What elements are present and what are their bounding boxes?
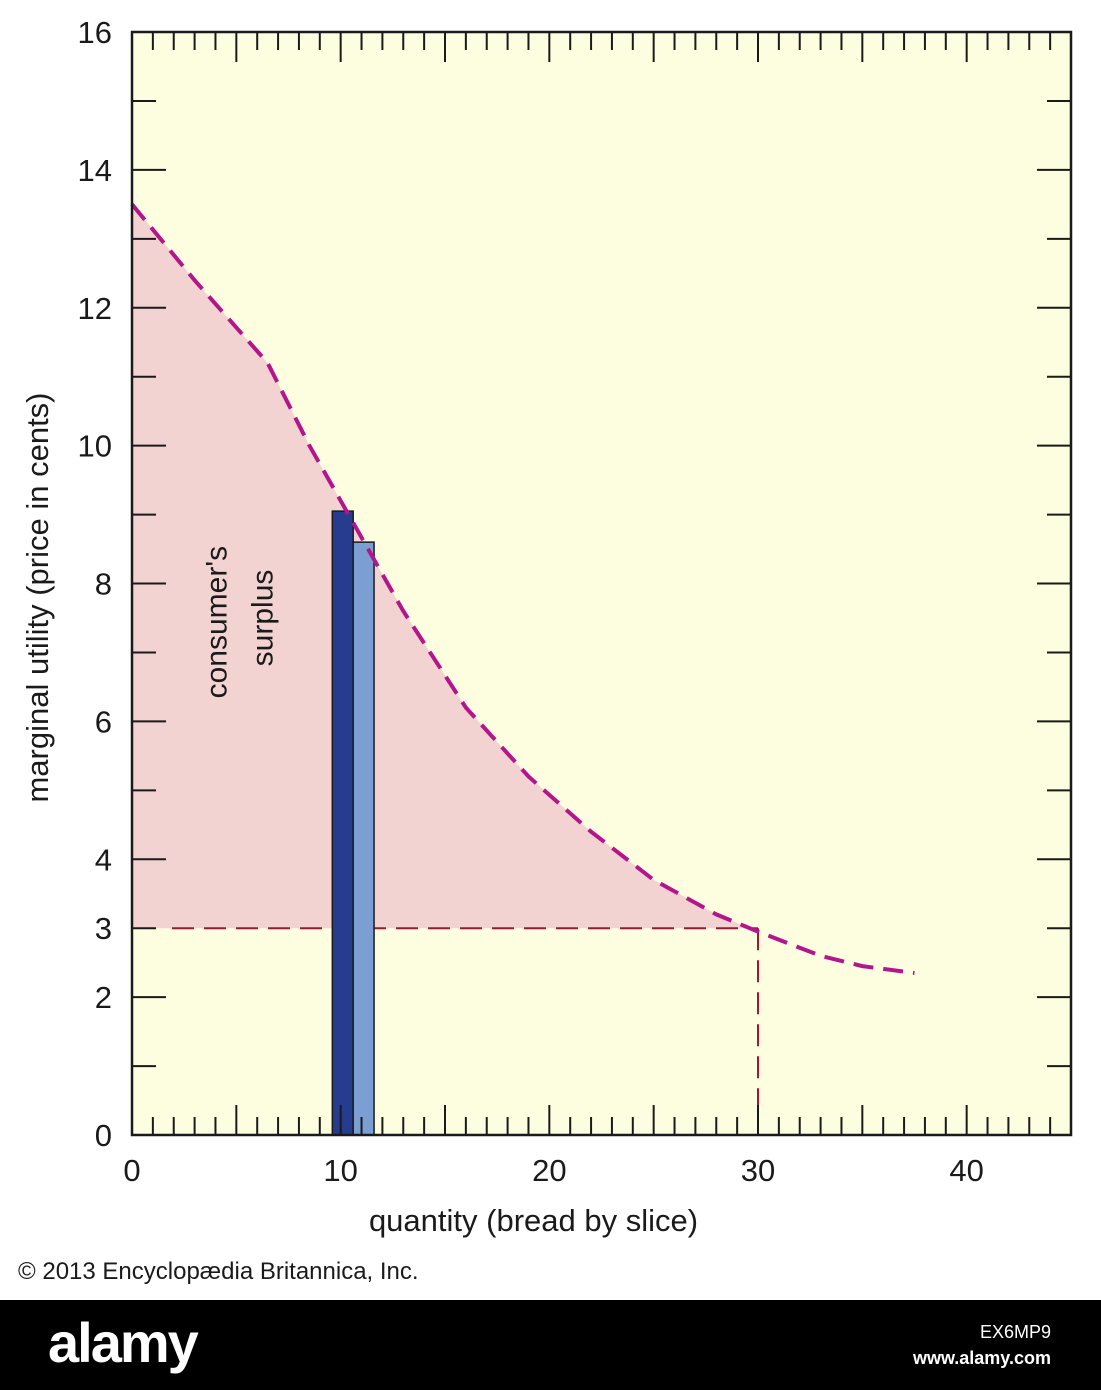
footer-bar: alamy EX6MP9 www.alamy.com [0, 1300, 1101, 1390]
x-tick-label: 30 [741, 1153, 775, 1188]
y-tick-label: 12 [78, 291, 112, 326]
x-tick-label: 10 [323, 1153, 357, 1188]
bar-1 [352, 541, 375, 1136]
surplus-annotation: consumer's surplus [200, 538, 279, 699]
x-tick-label: 0 [123, 1153, 140, 1188]
chart: 0 10 20 30 40 0 2 3 4 6 8 10 12 14 16 quantity (bread … [20, 15, 1073, 1238]
y-tick-label: 0 [95, 1118, 112, 1153]
bar-0 [331, 510, 354, 1136]
tick-labels: 0 10 20 30 40 0 2 3 4 6 8 10 12 14 16 [78, 15, 984, 1188]
x-tick-label: 20 [532, 1153, 566, 1188]
x-tick-label: 40 [949, 1153, 983, 1188]
y-tick-label: 14 [78, 153, 112, 188]
x-axis-title: quantity (bread by slice) [369, 1203, 698, 1238]
surplus-annotation-line2: surplus [246, 570, 279, 667]
marginal-utility-curve [130, 203, 915, 975]
bars [331, 510, 375, 1136]
surplus-annotation-line1: consumer's [200, 546, 233, 698]
footer-url: www.alamy.com [912, 1348, 1051, 1368]
y-tick-label: 3 [95, 911, 112, 946]
image-id: EX6MP9 [979, 1322, 1051, 1342]
y-axis-title: marginal utility (price in cents) [20, 392, 55, 802]
consumer-surplus-area [132, 204, 758, 932]
y-tick-label: 10 [78, 429, 112, 464]
y-tick-label: 2 [95, 980, 112, 1015]
y-tick-label: 8 [95, 567, 112, 602]
y-tick-label: 4 [95, 842, 112, 877]
ticks [132, 32, 1071, 1135]
y-tick-label: 6 [95, 704, 112, 739]
copyright-notice: © 2013 Encyclopædia Britannica, Inc. [18, 1258, 419, 1285]
alamy-logo: alamy [48, 1311, 199, 1374]
y-tick-label: 16 [78, 15, 112, 50]
